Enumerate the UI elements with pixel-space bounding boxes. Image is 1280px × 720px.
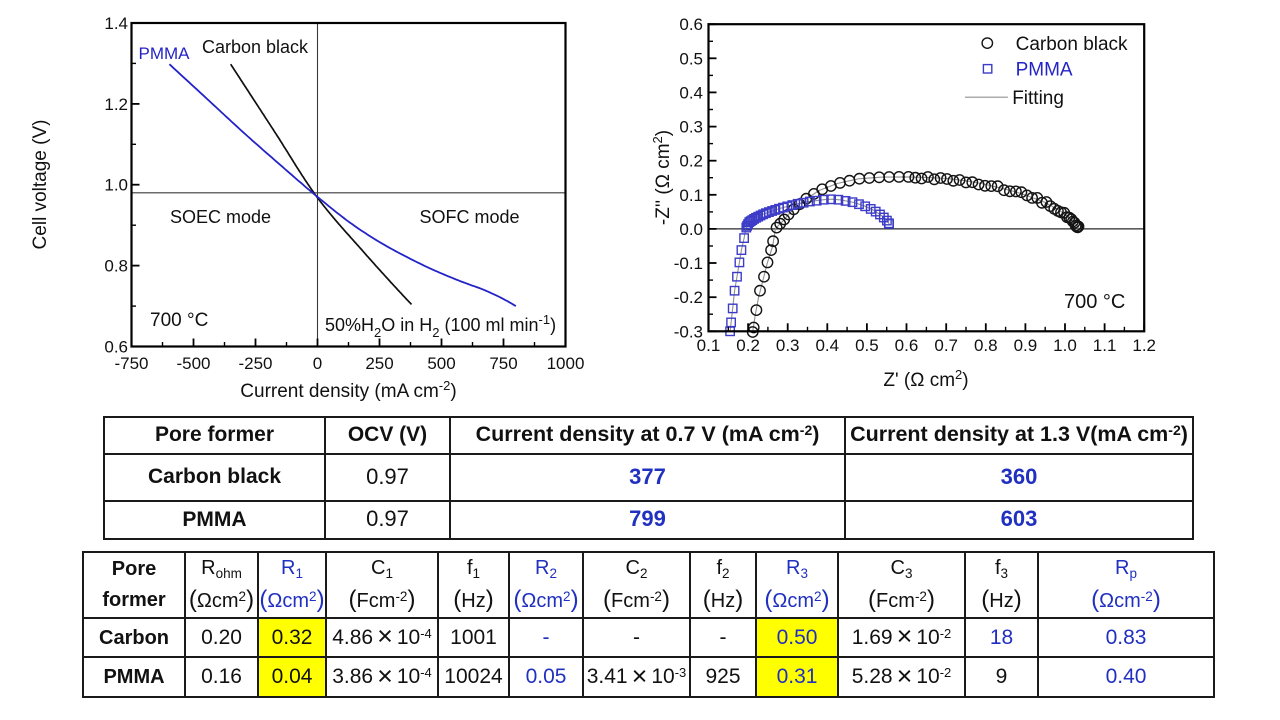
svg-text:1.2: 1.2 [104, 95, 128, 114]
svg-text:0.8: 0.8 [974, 336, 998, 355]
svg-text:-Z'' (Ω cm2): -Z'' (Ω cm2) [650, 130, 674, 225]
svg-text:-750: -750 [114, 354, 148, 373]
svg-text:750: 750 [489, 354, 517, 373]
svg-text:500: 500 [427, 354, 455, 373]
svg-text:Carbon black: Carbon black [1016, 34, 1128, 55]
svg-text:50%H2O in H2 (100 ml min-1): 50%H2O in H2 (100 ml min-1) [325, 312, 556, 340]
svg-text:SOFC mode: SOFC mode [420, 207, 520, 227]
svg-text:0.1: 0.1 [679, 186, 703, 205]
svg-text:1.2: 1.2 [1132, 336, 1156, 355]
svg-text:1000: 1000 [547, 354, 585, 373]
svg-text:-0.2: -0.2 [674, 288, 703, 307]
svg-text:0.7: 0.7 [934, 336, 958, 355]
svg-text:-500: -500 [176, 354, 210, 373]
svg-text:0.6: 0.6 [679, 15, 703, 34]
svg-text:0.8: 0.8 [104, 257, 128, 276]
svg-text:0.5: 0.5 [679, 49, 703, 68]
svg-text:-0.1: -0.1 [674, 254, 703, 273]
svg-text:0.6: 0.6 [104, 338, 128, 357]
svg-text:1.0: 1.0 [1053, 336, 1077, 355]
svg-text:0.6: 0.6 [895, 336, 919, 355]
svg-text:Carbon black: Carbon black [202, 37, 309, 57]
svg-text:0.3: 0.3 [679, 118, 703, 137]
svg-text:0.2: 0.2 [736, 336, 760, 355]
svg-text:Cell voltage (V): Cell voltage (V) [30, 120, 51, 250]
svg-text:-250: -250 [238, 354, 272, 373]
svg-text:1.4: 1.4 [104, 14, 128, 33]
svg-text:PMMA: PMMA [1016, 60, 1073, 81]
svg-text:0.2: 0.2 [679, 152, 703, 171]
svg-text:700 °C: 700 °C [1064, 291, 1125, 313]
svg-text:Fitting: Fitting [1012, 88, 1064, 109]
svg-text:SOEC mode: SOEC mode [170, 207, 271, 227]
svg-text:Z' (Ω cm2): Z' (Ω cm2) [883, 367, 968, 391]
svg-text:PMMA: PMMA [139, 44, 191, 63]
svg-text:-0.3: -0.3 [674, 322, 703, 341]
svg-text:0.1: 0.1 [697, 336, 721, 355]
svg-text:0.9: 0.9 [1014, 336, 1038, 355]
svg-text:Current density (mA cm-2): Current density (mA cm-2) [240, 378, 456, 402]
svg-text:700 °C: 700 °C [150, 310, 208, 331]
svg-text:0.4: 0.4 [679, 83, 703, 102]
svg-text:0.5: 0.5 [855, 336, 879, 355]
svg-text:0.3: 0.3 [776, 336, 800, 355]
svg-text:0: 0 [313, 354, 322, 373]
svg-text:250: 250 [365, 354, 393, 373]
svg-text:0.4: 0.4 [815, 336, 839, 355]
svg-text:0.0: 0.0 [679, 220, 703, 239]
svg-text:1.0: 1.0 [104, 176, 128, 195]
svg-text:1.1: 1.1 [1093, 336, 1117, 355]
